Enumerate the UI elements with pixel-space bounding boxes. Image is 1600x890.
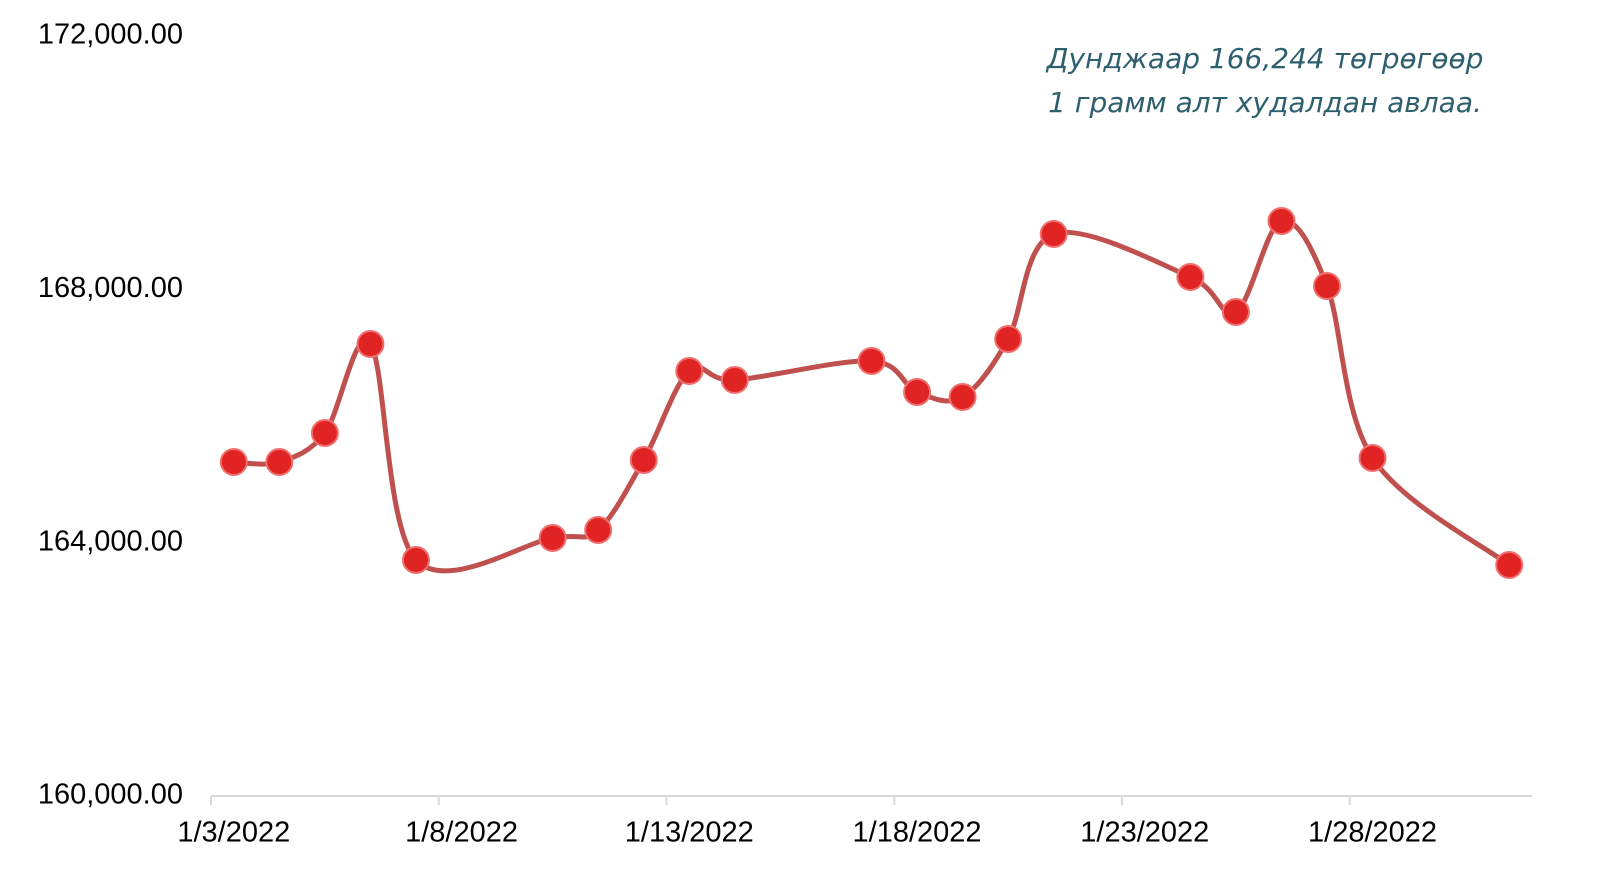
y-tick-label: 172,000.00	[38, 19, 183, 51]
marker	[265, 447, 294, 476]
y-tick-label: 164,000.00	[38, 525, 183, 557]
marker	[584, 516, 613, 544]
x-tick-label: 1/23/2022	[1080, 817, 1209, 849]
marker	[948, 383, 977, 411]
marker	[857, 346, 886, 375]
marker	[1313, 271, 1342, 300]
marker	[1176, 262, 1205, 291]
x-tick-label: 1/13/2022	[625, 817, 754, 849]
marker	[994, 324, 1023, 353]
marker	[1221, 298, 1250, 327]
marker	[538, 523, 567, 552]
x-tick-label: 1/18/2022	[853, 817, 982, 849]
x-tick-label: 1/28/2022	[1308, 817, 1437, 849]
y-tick-label: 160,000.00	[38, 779, 183, 811]
marker	[720, 365, 749, 394]
marker	[1267, 206, 1296, 235]
x-tick-label: 1/3/2022	[177, 817, 290, 849]
marker	[1039, 219, 1068, 248]
annotation: 1 грамм алт худалдан авлаа.	[1048, 86, 1482, 119]
marker	[629, 446, 658, 475]
line	[233, 218, 1511, 574]
marker	[1495, 551, 1524, 580]
marker	[356, 329, 385, 358]
marker	[1358, 443, 1387, 472]
marker	[903, 377, 932, 406]
marker	[310, 418, 339, 447]
marker	[219, 447, 248, 476]
annotation: Дунджаар 166,244 төгрөгөөр	[1045, 42, 1484, 75]
marker	[401, 546, 430, 575]
x-tick-label: 1/8/2022	[405, 817, 518, 849]
marker	[675, 356, 704, 385]
y-tick-label: 168,000.00	[38, 272, 183, 304]
